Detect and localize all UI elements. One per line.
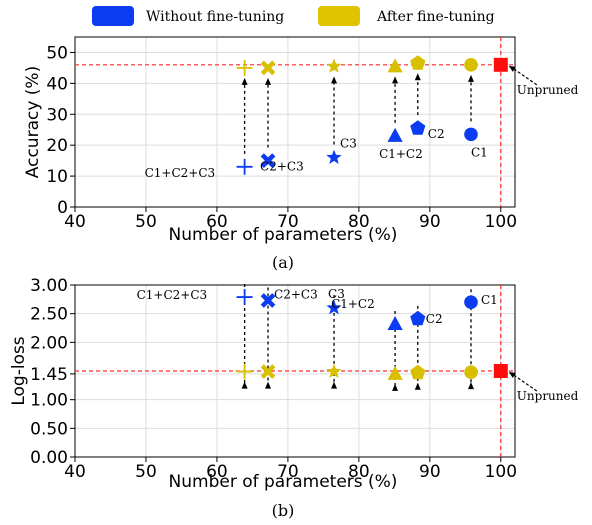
point-without-c2-c3 xyxy=(260,293,276,308)
point-label: C1+C2+C3 xyxy=(145,166,216,180)
point-after-c1 xyxy=(464,58,478,72)
x-tick-label: 100 xyxy=(485,462,517,482)
fine-tuning-arrowhead xyxy=(265,77,272,85)
point-label: C3 xyxy=(340,137,357,151)
chart-panel-a: 40 50 60 70 80 90 100 0 10 20 30 40 50 Number of para… xyxy=(23,36,579,272)
plot-frame xyxy=(74,36,516,208)
y-tick-label: 0.50 xyxy=(30,419,68,439)
unpruned-label: Unpruned xyxy=(517,389,579,403)
unpruned-pointer-head xyxy=(508,65,516,72)
unpruned-label: Unpruned xyxy=(517,83,579,97)
x-tick-label: 80 xyxy=(348,462,370,482)
point-after-c2-c3 xyxy=(260,60,276,76)
panel-caption: (a) xyxy=(272,253,294,272)
y-tick-label: 10 xyxy=(46,167,68,187)
y-tick-label: 50 xyxy=(46,43,68,63)
fine-tuning-arrowhead xyxy=(468,74,474,82)
unpruned-pointer xyxy=(510,372,538,392)
fine-tuning-arrowhead xyxy=(331,76,338,84)
legend-label-without: Without fine-tuning xyxy=(146,9,284,25)
point-label: C1+C2 xyxy=(379,147,423,161)
point-label: C1+C2 xyxy=(331,297,375,311)
legend: Without fine-tuning After fine-tuning xyxy=(92,6,495,26)
x-tick-label: 100 xyxy=(485,212,517,232)
x-tick-label: 90 xyxy=(419,212,441,232)
fine-tuning-arrowhead xyxy=(392,383,399,391)
point-after-c1 xyxy=(464,365,478,379)
unpruned-pointer xyxy=(510,66,538,86)
point-without-c3 xyxy=(326,299,342,315)
fine-tuning-arrowhead xyxy=(414,382,421,390)
panel-caption: (b) xyxy=(272,501,295,520)
legend-swatch-without xyxy=(92,6,134,26)
fine-tuning-arrowhead xyxy=(241,381,248,389)
unpruned-marker xyxy=(493,57,508,72)
x-axis-label: Number of parameters (%) xyxy=(169,472,398,492)
point-after-c1-c2 xyxy=(387,365,403,380)
point-after-c1-c2 xyxy=(387,58,403,73)
point-after-c2 xyxy=(410,364,426,380)
x-tick-label: 50 xyxy=(135,212,157,232)
x-tick-label: 60 xyxy=(206,212,228,232)
x-tick-label: 60 xyxy=(206,462,228,482)
y-tick-label: 30 xyxy=(46,105,68,125)
y-axis-label: Log-loss xyxy=(9,336,29,405)
y-tick-label: 3.00 xyxy=(30,276,68,296)
fine-tuning-arrowhead xyxy=(468,382,474,390)
fine-tuning-arrowhead xyxy=(414,73,421,81)
fine-tuning-arrowhead xyxy=(241,77,248,85)
point-label: C3 xyxy=(328,287,345,301)
point-label: C2+C3 xyxy=(260,160,304,174)
y-tick-label: 2.50 xyxy=(30,305,68,325)
fine-tuning-arrowhead xyxy=(265,381,272,389)
y-tick-label: 20 xyxy=(46,136,68,156)
y-tick-label: 1.45 xyxy=(30,365,68,385)
legend-label-after: After fine-tuning xyxy=(376,9,495,25)
fine-tuning-arrowhead xyxy=(392,76,399,84)
point-without-c1 xyxy=(464,295,478,310)
point-after-c2-c3 xyxy=(260,364,276,379)
point-without-c1-c2 xyxy=(387,316,403,330)
y-tick-label: 1.00 xyxy=(30,391,68,411)
unpruned-marker xyxy=(493,364,508,378)
point-label: C1+C2+C3 xyxy=(137,288,208,302)
point-without-c2 xyxy=(410,310,426,326)
point-label: C1 xyxy=(481,293,498,307)
point-without-c1-c2 xyxy=(387,127,403,142)
y-tick-label: 0 xyxy=(57,198,68,218)
x-tick-label: 90 xyxy=(419,462,441,482)
x-tick-label: 50 xyxy=(135,462,157,482)
point-label: C1 xyxy=(471,145,488,159)
x-tick-label: 70 xyxy=(277,212,299,232)
x-tick-label: 70 xyxy=(277,462,299,482)
point-after-c3 xyxy=(326,363,342,378)
point-without-c2 xyxy=(410,120,426,135)
x-axis-label: Number of parameters (%) xyxy=(169,225,398,245)
x-tick-label: 80 xyxy=(348,212,370,232)
y-tick-label: 0.00 xyxy=(30,448,68,468)
legend-swatch-after xyxy=(318,6,360,26)
unpruned-pointer-head xyxy=(508,372,516,378)
point-label: C2 xyxy=(428,127,445,141)
x-tick-label: 40 xyxy=(64,212,86,232)
point-label: C2+C3 xyxy=(274,287,318,301)
fine-tuning-arrowhead xyxy=(331,381,338,389)
point-after-c3 xyxy=(326,58,342,73)
y-axis-label: Accuracy (%) xyxy=(23,66,43,178)
point-without-c1 xyxy=(464,127,478,142)
chart-panel-b: 40 50 60 70 80 90 100 0.00 0.50 1.00 1.45 2.00 2.50 3… xyxy=(9,276,579,520)
x-tick-label: 40 xyxy=(64,462,86,482)
y-tick-label: 40 xyxy=(46,74,68,94)
point-without-c2-c3 xyxy=(260,153,276,168)
y-tick-label: 2.00 xyxy=(30,333,68,353)
point-without-c3 xyxy=(326,149,342,164)
point-label: C2 xyxy=(426,312,443,326)
point-after-c2 xyxy=(410,55,426,70)
